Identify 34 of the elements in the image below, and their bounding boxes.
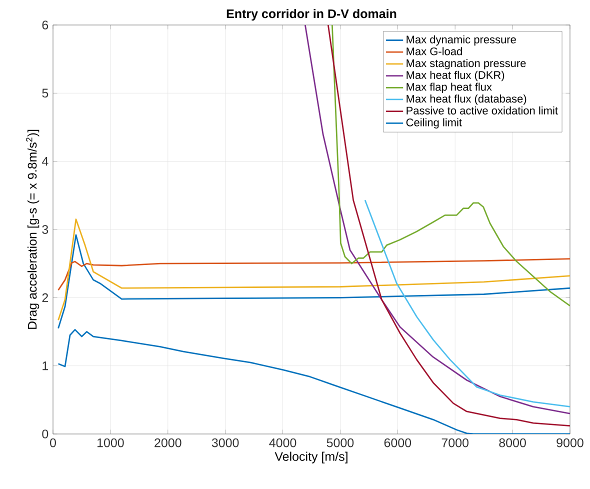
legend-label: Max heat flux (DKR) — [406, 70, 504, 82]
x-tick-label: 2000 — [154, 438, 182, 448]
line-series — [58, 218, 570, 321]
x-tick-label: 3000 — [212, 438, 239, 448]
x-tick-label: 1000 — [98, 438, 124, 448]
x-axis-title: Velocity [m/s] — [274, 452, 348, 464]
x-tick-label: 5000 — [326, 438, 354, 448]
y-tick-label: 1 — [42, 362, 48, 370]
y-tick-label: 3 — [42, 225, 48, 234]
x-tick-label: 0 — [50, 438, 56, 448]
y-tick-label: 0 — [42, 430, 48, 438]
x-tick-label: 7000 — [442, 438, 469, 448]
x-tick-label: 9000 — [556, 438, 584, 448]
y-tick-label: 6 — [42, 20, 48, 30]
legend-label: Max stagnation pressure — [406, 59, 526, 70]
legend-label: Max flap heat flux — [406, 82, 492, 93]
y-tick-label: 4 — [42, 157, 48, 166]
line-series — [58, 234, 570, 330]
legend-label: Max heat flux (database) — [406, 94, 526, 105]
y-axis-title: Drag acceleration [g-s (= x 9.8m/s$^{2}$)] — [26, 130, 40, 329]
chart-title: Entry corridor in D-V domain — [226, 8, 396, 21]
y-tick-label: 5 — [42, 88, 48, 98]
x-tick-label: 6000 — [384, 438, 412, 448]
legend-label: Max dynamic pressure — [406, 35, 516, 46]
line-series — [364, 199, 570, 408]
legend-label: Passive to active oxidation limit — [406, 106, 558, 114]
x-tick-label: 8000 — [499, 438, 526, 448]
line-series — [58, 328, 570, 434]
line-series — [331, 24, 570, 307]
y-tick-label: 2 — [42, 293, 48, 302]
x-tick-label: 4000 — [269, 438, 296, 448]
legend-label: Ceiling limit — [406, 118, 462, 128]
line-series — [58, 258, 570, 291]
legend-label: Max G-load — [406, 47, 462, 56]
